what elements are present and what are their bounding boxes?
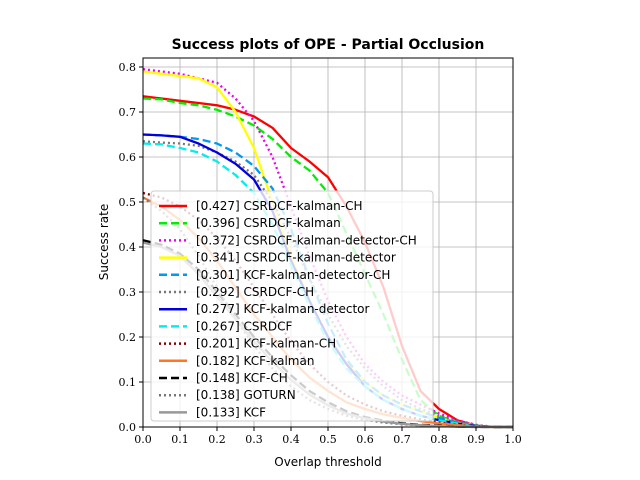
- x-axis-label: Overlap threshold: [274, 455, 382, 469]
- legend-entry: [0.138] GOTURN: [196, 388, 296, 402]
- legend-entry: [0.372] CSRDCF-kalman-detector-CH: [196, 233, 417, 247]
- x-tick-label: 0.1: [171, 433, 189, 446]
- y-tick-label: 0.8: [119, 61, 137, 74]
- x-tick-label: 0.9: [467, 433, 485, 446]
- legend-entry: [0.267] CSRDCF: [196, 319, 292, 333]
- plot-frame: [142, 57, 514, 428]
- x-tick-label: 0.2: [208, 433, 226, 446]
- axis-ticks: 0.0 0.1 0.2 0.3 0.4 0.5 0.6 0.7 0.8 0.9 1.0 0.0 0.1 0…: [119, 61, 522, 446]
- x-tick-label: 0.3: [245, 433, 263, 446]
- y-tick-label: 0.5: [119, 196, 137, 209]
- y-tick-label: 0.1: [119, 376, 137, 389]
- x-tick-label: 0.0: [134, 433, 152, 446]
- y-tick-label: 0.0: [119, 421, 137, 434]
- legend: [0.427] CSRDCF-kalman-CH [0.396] CSRDCF-k…: [150, 190, 434, 422]
- y-axis-label: Success rate: [97, 204, 111, 281]
- x-tick-label: 0.7: [393, 433, 411, 446]
- x-tick-label: 1.0: [504, 433, 522, 446]
- chart-title: Success plots of OPE - Partial Occlusion: [172, 37, 485, 53]
- x-tick-label: 0.5: [319, 433, 337, 446]
- legend-entry: [0.292] CSRDCF-CH: [196, 285, 314, 299]
- legend-entry: [0.201] KCF-kalman-CH: [196, 337, 336, 351]
- y-tick-label: 0.2: [119, 331, 137, 344]
- y-tick-label: 0.6: [119, 151, 137, 164]
- legend-entry: [0.277] KCF-kalman-detector: [196, 302, 369, 316]
- legend-entry: [0.341] CSRDCF-kalman-detector: [196, 251, 396, 265]
- series-line-0: [142, 95, 513, 429]
- legend-entry: [0.396] CSRDCF-kalman: [196, 216, 341, 230]
- y-tick-label: 0.3: [119, 286, 137, 299]
- y-tick-label: 0.4: [119, 241, 137, 254]
- legend-box: [150, 190, 434, 422]
- x-tick-label: 0.6: [356, 433, 374, 446]
- legend-entry: [0.427] CSRDCF-kalman-CH: [196, 199, 363, 213]
- x-tick-label: 0.8: [430, 433, 448, 446]
- legend-entry: [0.182] KCF-kalman: [196, 354, 314, 368]
- y-tick-label: 0.7: [119, 106, 137, 119]
- legend-entry: [0.148] KCF-CH: [196, 371, 288, 385]
- x-tick-label: 0.4: [282, 433, 300, 446]
- legend-entry: [0.133] KCF: [196, 405, 266, 419]
- legend-entry: [0.301] KCF-kalman-detector-CH: [196, 268, 390, 282]
